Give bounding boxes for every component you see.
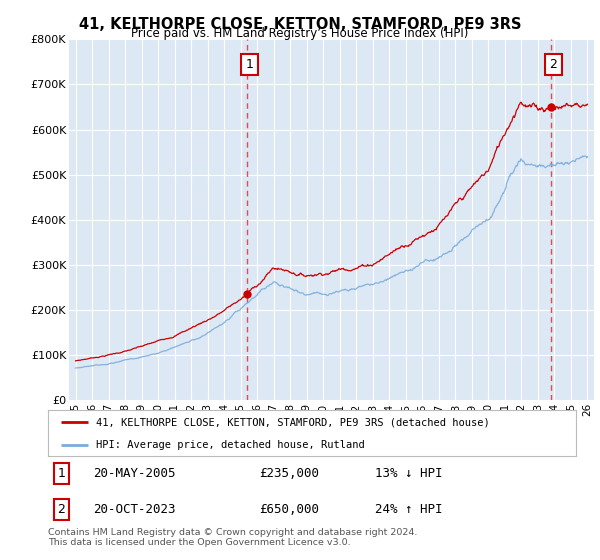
Text: 41, KELTHORPE CLOSE, KETTON, STAMFORD, PE9 3RS (detached house): 41, KELTHORPE CLOSE, KETTON, STAMFORD, P… bbox=[95, 417, 489, 427]
Text: HPI: Average price, detached house, Rutland: HPI: Average price, detached house, Rutl… bbox=[95, 440, 364, 450]
Text: 1: 1 bbox=[57, 467, 65, 480]
Text: 13% ↓ HPI: 13% ↓ HPI bbox=[376, 467, 443, 480]
Text: 41, KELTHORPE CLOSE, KETTON, STAMFORD, PE9 3RS: 41, KELTHORPE CLOSE, KETTON, STAMFORD, P… bbox=[79, 17, 521, 32]
Text: 20-MAY-2005: 20-MAY-2005 bbox=[93, 467, 175, 480]
Text: 2: 2 bbox=[550, 58, 557, 71]
Text: 2: 2 bbox=[57, 503, 65, 516]
Text: 1: 1 bbox=[245, 58, 253, 71]
Text: Price paid vs. HM Land Registry’s House Price Index (HPI): Price paid vs. HM Land Registry’s House … bbox=[131, 27, 469, 40]
Text: £235,000: £235,000 bbox=[259, 467, 319, 480]
Text: Contains HM Land Registry data © Crown copyright and database right 2024.
This d: Contains HM Land Registry data © Crown c… bbox=[48, 528, 418, 547]
Text: 20-OCT-2023: 20-OCT-2023 bbox=[93, 503, 175, 516]
Text: £650,000: £650,000 bbox=[259, 503, 319, 516]
Text: 24% ↑ HPI: 24% ↑ HPI bbox=[376, 503, 443, 516]
